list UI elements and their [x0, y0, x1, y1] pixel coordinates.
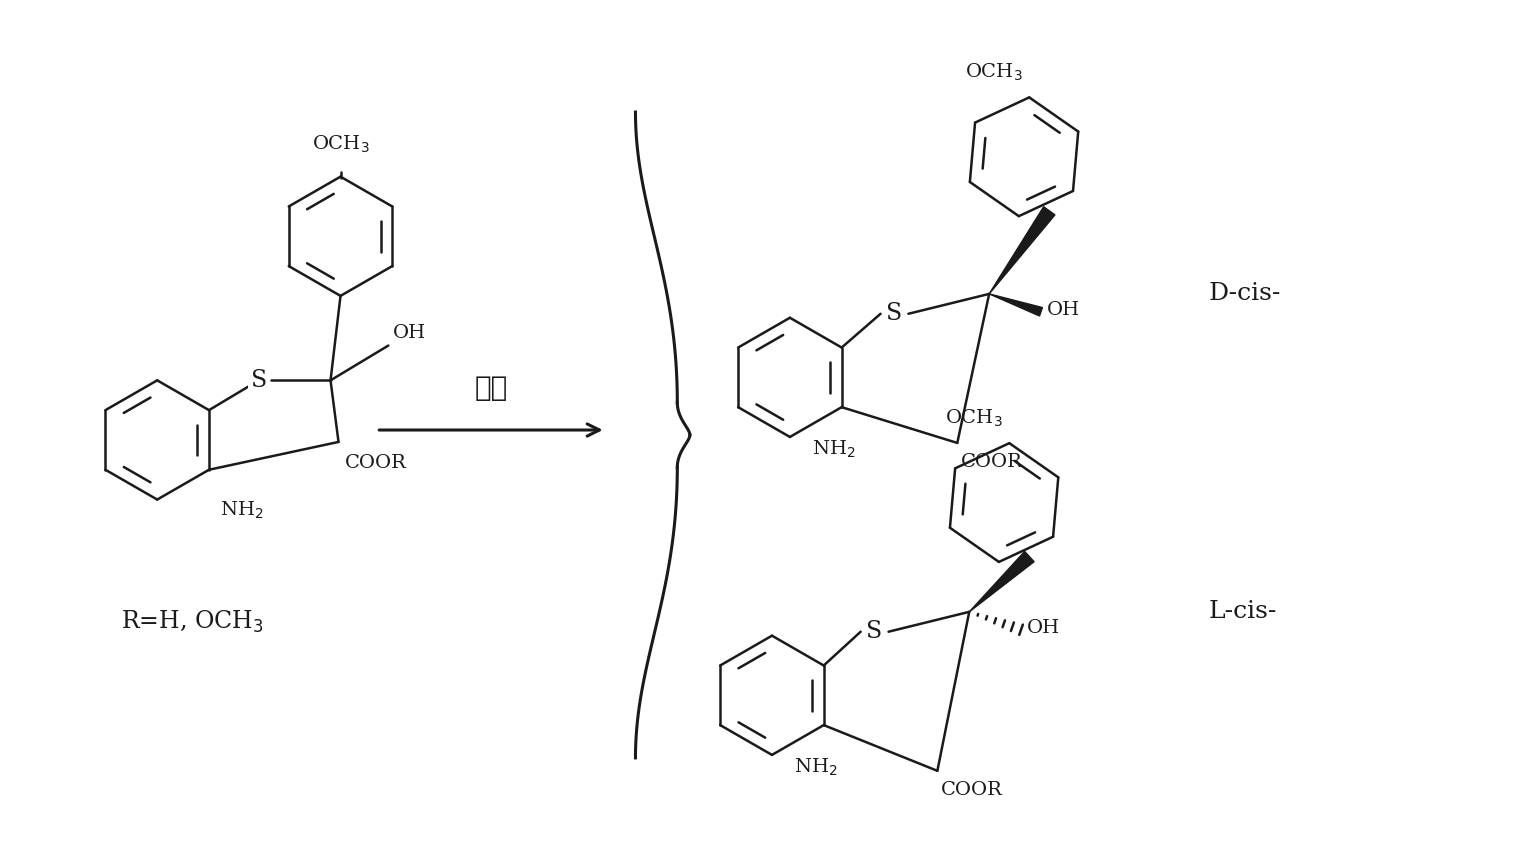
Polygon shape — [990, 207, 1055, 294]
Polygon shape — [970, 552, 1034, 612]
Text: COOR: COOR — [961, 453, 1023, 471]
Text: 拆分: 拆分 — [474, 375, 508, 402]
Text: OCH$_3$: OCH$_3$ — [311, 133, 369, 155]
Text: L-cis-: L-cis- — [1208, 600, 1276, 624]
Text: S: S — [886, 302, 903, 325]
Text: OH: OH — [1026, 618, 1060, 637]
Text: NH$_2$: NH$_2$ — [220, 500, 264, 521]
Text: D-cis-: D-cis- — [1208, 282, 1281, 305]
Text: OH: OH — [393, 324, 427, 342]
Text: OCH$_3$: OCH$_3$ — [965, 61, 1023, 83]
Text: NH$_2$: NH$_2$ — [811, 439, 856, 460]
Text: S: S — [866, 620, 883, 644]
Text: COOR: COOR — [345, 454, 406, 472]
Text: NH$_2$: NH$_2$ — [795, 757, 837, 778]
Text: COOR: COOR — [941, 781, 1003, 798]
Text: OCH$_3$: OCH$_3$ — [946, 407, 1003, 429]
Text: OH: OH — [1048, 301, 1080, 319]
Text: R=H, OCH$_3$: R=H, OCH$_3$ — [120, 609, 264, 635]
Text: S: S — [250, 368, 267, 392]
Polygon shape — [990, 294, 1043, 316]
